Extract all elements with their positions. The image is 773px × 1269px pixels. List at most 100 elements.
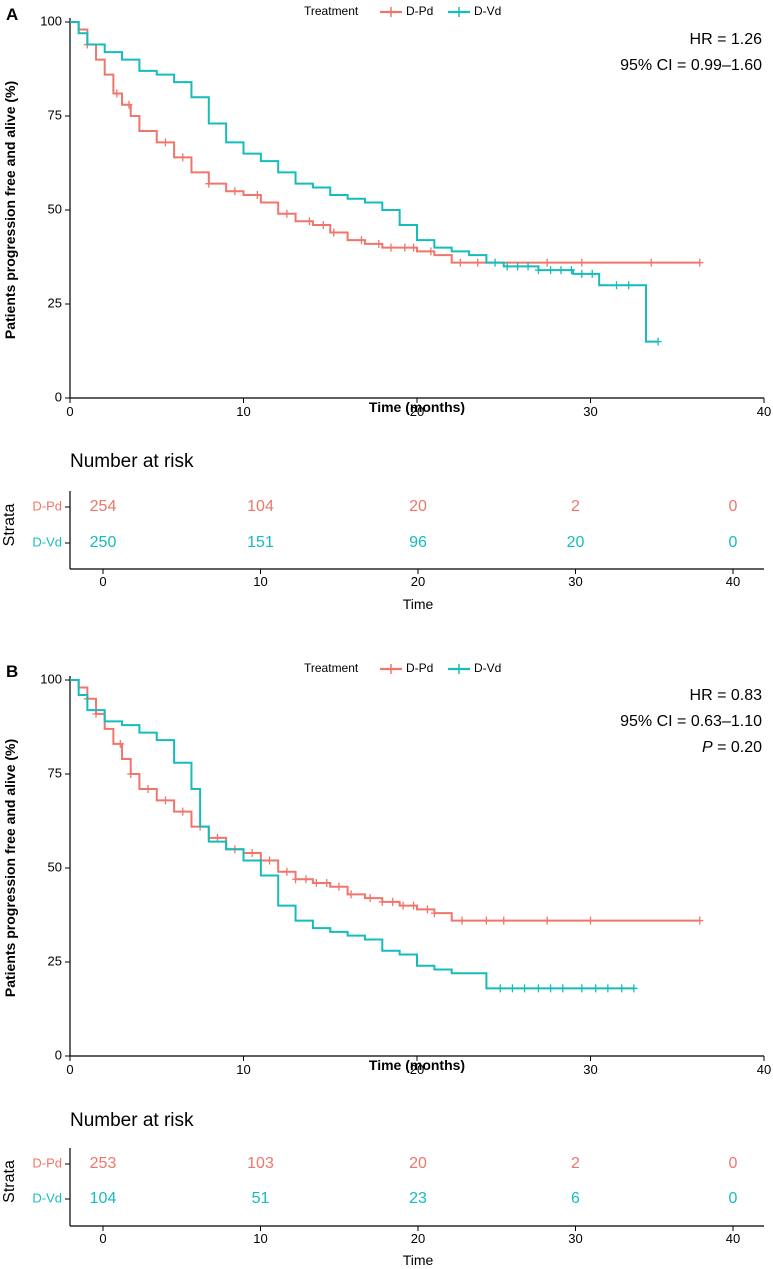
censor-mark bbox=[491, 258, 499, 267]
risk-x-tick-label: 20 bbox=[411, 1231, 425, 1246]
censor-mark bbox=[496, 984, 504, 993]
y-tick-label: 75 bbox=[48, 765, 62, 780]
risk-count: 0 bbox=[729, 534, 738, 551]
risk-count: 0 bbox=[729, 1190, 738, 1207]
p-value-number: = 0.20 bbox=[713, 739, 762, 756]
x-tick-label: 40 bbox=[757, 1062, 771, 1077]
censor-mark bbox=[647, 258, 655, 267]
risk-x-tick-label: 30 bbox=[568, 574, 582, 589]
strata-label-d-vd: D-Vd bbox=[32, 1190, 62, 1205]
x-tick-label: 0 bbox=[66, 1062, 73, 1077]
legend: Treatment D-Pd D-Vd bbox=[304, 4, 501, 18]
censor-mark bbox=[503, 262, 511, 271]
censor-mark bbox=[144, 785, 152, 794]
risk-x-tick-label: 30 bbox=[568, 1231, 582, 1246]
legend-entry-d-vd: D-Vd bbox=[474, 4, 501, 18]
legend-title: Treatment bbox=[304, 4, 359, 18]
censor-mark bbox=[547, 266, 555, 275]
censor-mark bbox=[330, 228, 338, 237]
series-d-pd bbox=[70, 21, 704, 267]
censor-mark bbox=[205, 179, 213, 188]
risk-x-tick-label: 0 bbox=[99, 574, 106, 589]
censor-mark bbox=[399, 901, 407, 910]
x-axis-title: Time (months) bbox=[369, 399, 465, 415]
censor-mark bbox=[456, 258, 464, 267]
confidence-interval: 95% CI = 0.63–1.10 bbox=[620, 713, 762, 730]
x-tick-label: 30 bbox=[583, 1062, 597, 1077]
risk-x-tick-label: 0 bbox=[99, 1231, 106, 1246]
censor-mark bbox=[514, 262, 522, 271]
censor-mark bbox=[266, 856, 274, 865]
censor-mark bbox=[248, 848, 256, 857]
risk-table-title: Number at risk bbox=[70, 451, 194, 472]
censor-mark bbox=[410, 901, 418, 910]
risk-count: 2 bbox=[571, 1155, 580, 1172]
censor-mark bbox=[283, 867, 291, 876]
censor-mark bbox=[534, 984, 542, 993]
confidence-interval: 95% CI = 0.99–1.60 bbox=[620, 57, 762, 74]
stats-block: HR = 0.83 95% CI = 0.63–1.10 P = 0.20 bbox=[620, 687, 762, 756]
censor-mark bbox=[378, 897, 386, 906]
x-axis-title: Time (months) bbox=[369, 1057, 465, 1073]
censor-mark bbox=[387, 243, 395, 252]
p-value: P = 0.20 bbox=[702, 739, 762, 756]
censor-mark bbox=[347, 890, 355, 899]
risk-count: 0 bbox=[729, 1155, 738, 1172]
x-tick-label: 20 bbox=[410, 404, 424, 419]
risk-x-tick-label: 20 bbox=[411, 574, 425, 589]
legend-entry-d-pd: D-Pd bbox=[406, 661, 433, 675]
censor-mark bbox=[696, 258, 704, 267]
strata-label-d-vd: D-Vd bbox=[32, 534, 62, 549]
censor-mark bbox=[508, 984, 516, 993]
censor-mark bbox=[127, 770, 135, 778]
panel-label: A bbox=[6, 5, 18, 24]
censor-mark bbox=[253, 190, 261, 199]
censor-mark bbox=[625, 281, 633, 290]
risk-count: 103 bbox=[247, 1155, 274, 1172]
censor-mark bbox=[613, 281, 621, 290]
x-tick-label: 30 bbox=[583, 404, 597, 419]
risk-count: 6 bbox=[571, 1190, 580, 1207]
risk-count: 23 bbox=[409, 1190, 427, 1207]
censor-mark bbox=[482, 916, 490, 925]
y-tick-label: 50 bbox=[48, 201, 62, 216]
censor-mark bbox=[375, 239, 383, 248]
censor-mark bbox=[179, 153, 187, 162]
censor-mark bbox=[389, 897, 397, 906]
risk-x-tick-label: 10 bbox=[253, 574, 267, 589]
risk-table-title: Number at risk bbox=[70, 1110, 194, 1131]
censor-mark bbox=[696, 916, 704, 925]
strata-title: Strata bbox=[1, 1160, 18, 1203]
censor-mark bbox=[323, 879, 331, 888]
censor-mark bbox=[588, 269, 596, 278]
y-tick-label: 0 bbox=[55, 389, 62, 404]
legend-entry-d-vd: D-Vd bbox=[474, 661, 501, 675]
series-d-pd bbox=[70, 679, 704, 925]
x-tick-label: 20 bbox=[410, 1062, 424, 1077]
risk-count: 51 bbox=[252, 1190, 270, 1207]
p-symbol: P bbox=[702, 739, 713, 756]
y-axis-title: Patients progression free and alive (%) bbox=[2, 81, 18, 339]
risk-count: 20 bbox=[409, 1155, 427, 1172]
hazard-ratio: HR = 1.26 bbox=[690, 31, 763, 48]
censor-mark bbox=[410, 243, 418, 252]
censor-mark bbox=[125, 100, 133, 109]
y-tick-label: 75 bbox=[48, 107, 62, 122]
censor-mark bbox=[578, 258, 586, 267]
risk-count: 250 bbox=[90, 534, 117, 551]
censor-mark bbox=[543, 258, 551, 267]
series-d-vd bbox=[70, 679, 638, 993]
censor-mark bbox=[423, 905, 431, 914]
legend: Treatment D-Pd D-Vd bbox=[304, 661, 501, 675]
censor-mark bbox=[500, 916, 508, 925]
censor-mark bbox=[357, 236, 365, 245]
censor-mark bbox=[578, 984, 586, 993]
censor-mark bbox=[312, 879, 320, 888]
censor-mark bbox=[567, 266, 575, 275]
y-tick-label: 0 bbox=[55, 1047, 62, 1062]
stats-block: HR = 1.26 95% CI = 0.99–1.60 bbox=[620, 31, 762, 74]
censor-mark bbox=[604, 984, 612, 993]
